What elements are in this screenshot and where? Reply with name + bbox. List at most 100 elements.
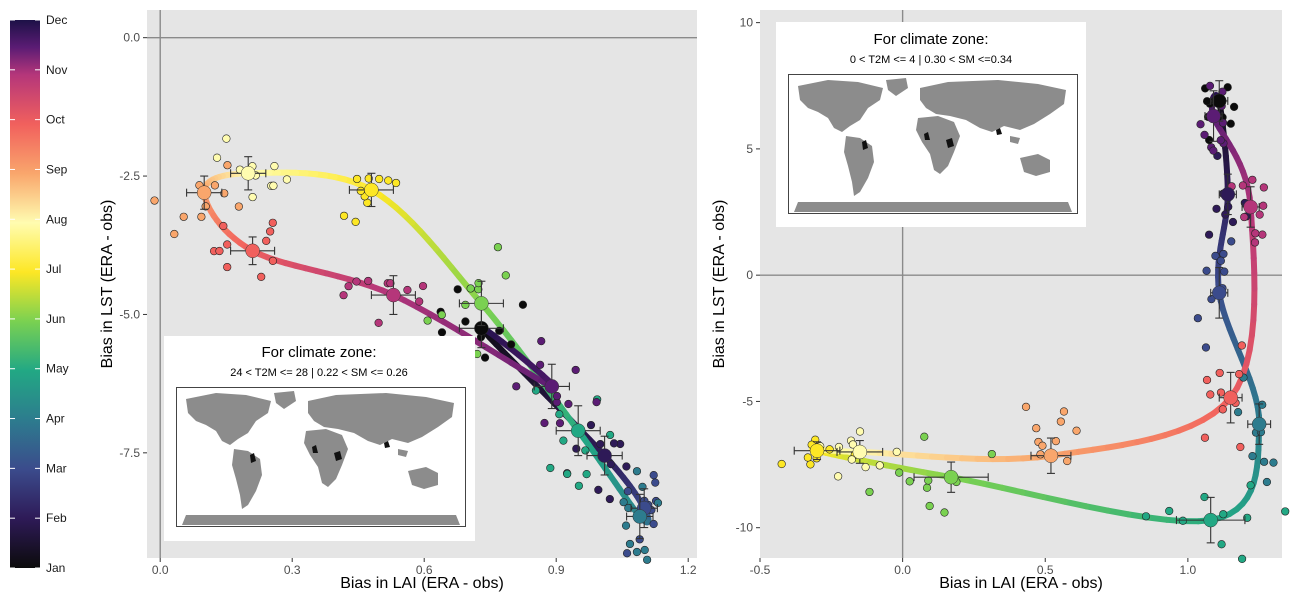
- observation-point: [1237, 341, 1246, 350]
- observation-point: [493, 243, 503, 252]
- observation-point: [592, 398, 601, 407]
- observation-point: [555, 410, 564, 419]
- right-tick-labels: -0.5 0.0 0.5 1.0 10 5 0 -5 -10: [736, 16, 1197, 577]
- colorbar-gradient: [10, 20, 40, 568]
- seasonal-curve-segment: [1019, 489, 1047, 501]
- observation-point: [563, 469, 572, 479]
- observation-point: [1248, 452, 1257, 461]
- monthly-mean-apr: [1247, 403, 1272, 445]
- observation-point: [384, 176, 393, 185]
- colorbar-label: May: [46, 362, 69, 376]
- observation-point: [1032, 424, 1041, 433]
- observation-point: [1217, 540, 1226, 549]
- observation-points: [777, 81, 1290, 564]
- y-tick-label: -2.5: [119, 169, 140, 183]
- observation-point: [466, 284, 475, 293]
- observation-point: [640, 545, 649, 555]
- observation-point: [643, 555, 652, 564]
- observation-point: [1219, 510, 1228, 519]
- mean-point: [1203, 512, 1218, 528]
- monthly-means: [186, 156, 658, 540]
- mean-point: [474, 296, 489, 311]
- y-tick-label: 10: [740, 16, 754, 30]
- observation-point: [609, 439, 619, 448]
- observation-point: [1211, 251, 1220, 261]
- observation-point: [268, 256, 277, 265]
- observation-point: [1226, 119, 1235, 128]
- observation-point: [270, 162, 279, 171]
- monthly-mean-sep: [1030, 437, 1072, 474]
- observation-point: [564, 399, 573, 409]
- observation-point: [546, 463, 555, 473]
- observation-point: [806, 460, 815, 469]
- observation-point: [905, 477, 914, 486]
- observation-point: [351, 217, 360, 226]
- observation-point: [1251, 229, 1260, 238]
- mean-point: [570, 423, 586, 438]
- mean-point: [1243, 199, 1258, 215]
- observation-point: [1228, 217, 1238, 227]
- observation-point: [344, 282, 353, 291]
- x-tick-label: 0.0: [152, 563, 169, 577]
- observation-point: [1200, 130, 1209, 139]
- observation-point: [339, 291, 348, 300]
- observation-point: [423, 316, 432, 325]
- observation-point: [848, 440, 858, 449]
- observation-point: [552, 391, 562, 401]
- observation-point: [1240, 212, 1249, 222]
- y-tick-label: -7.5: [119, 446, 140, 460]
- x-tick-label: 1.2: [680, 563, 697, 577]
- seasonal-curve-segment: [980, 480, 1006, 491]
- observation-point: [861, 463, 870, 472]
- monthly-mean-aug: [836, 440, 884, 464]
- observation-point: [649, 471, 658, 480]
- observation-point: [1219, 249, 1228, 259]
- observation-point: [622, 462, 631, 471]
- observation-point: [1201, 343, 1211, 352]
- observation-point: [1258, 400, 1267, 409]
- seasonal-curve-segment: [999, 484, 1026, 496]
- mean-point: [245, 243, 260, 259]
- right-inset-subtitle: 0 < T2M <= 4 | 0.30 < SM <=0.34: [850, 54, 1012, 66]
- y-tick-label: -10: [736, 521, 754, 535]
- observation-point: [461, 317, 470, 326]
- observation-point: [1204, 230, 1214, 239]
- mean-point: [1211, 93, 1227, 109]
- observation-point: [170, 229, 179, 239]
- right-inset-title: For climate zone:: [873, 31, 988, 48]
- observation-point: [1262, 477, 1272, 487]
- monthly-mean-nov: [370, 275, 416, 315]
- observation-point: [1056, 417, 1065, 426]
- left-tick-labels: 0.0 0.3 0.6 0.9 1.2 0.0 -2.5 -5.0 -7.5: [119, 31, 697, 577]
- left-panel: 0.0 0.3 0.6 0.9 1.2 0.0 -2.5 -5.0 -7.5 Bias in L…: [99, 10, 697, 592]
- observation-point: [1259, 183, 1268, 192]
- monthly-mean-feb: [586, 435, 623, 476]
- observation-point: [268, 218, 277, 227]
- observation-point: [1212, 204, 1221, 213]
- colorbar-label: Nov: [46, 63, 67, 77]
- monthly-mean-jun: [458, 280, 504, 327]
- observation-point: [1207, 295, 1216, 304]
- observation-point: [501, 271, 510, 280]
- observation-point: [1165, 506, 1174, 516]
- observation-point: [1038, 441, 1047, 450]
- mean-point: [597, 448, 612, 463]
- mean-point: [943, 469, 959, 485]
- observation-point: [222, 134, 231, 143]
- observation-point: [1236, 442, 1245, 452]
- observation-point: [987, 449, 996, 459]
- observation-point: [257, 272, 266, 281]
- observation-point: [540, 418, 549, 428]
- observation-point: [940, 508, 949, 517]
- observation-point: [1215, 368, 1224, 378]
- colorbar-label: Feb: [46, 511, 67, 525]
- observation-point: [1021, 402, 1031, 411]
- monthly-mean-dec: [1204, 90, 1223, 142]
- observation-point: [555, 419, 565, 428]
- left-marks: [150, 134, 663, 564]
- mean-point: [386, 287, 401, 303]
- observation-point: [632, 547, 642, 557]
- x-tick-label: -0.5: [750, 563, 771, 577]
- observation-point: [197, 212, 206, 221]
- observation-point: [1233, 408, 1243, 417]
